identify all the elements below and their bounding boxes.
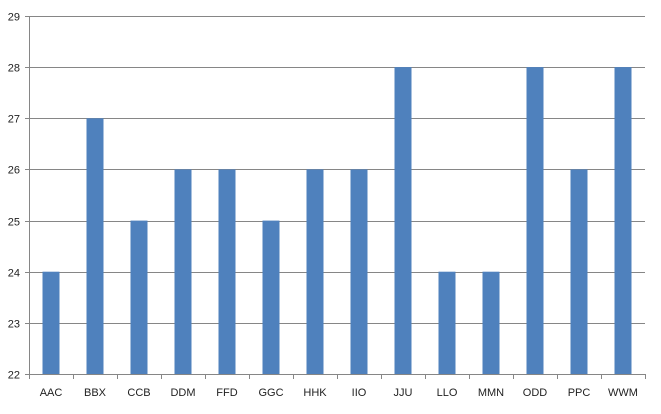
- bar-aac: [42, 271, 60, 374]
- x-tick-label: FFD: [216, 387, 237, 399]
- x-tick-label: GGC: [258, 387, 283, 399]
- x-tick-label: AAC: [40, 387, 63, 399]
- axes: [25, 16, 646, 379]
- x-tick-label: BBX: [84, 387, 107, 399]
- bar-ppc: [570, 169, 588, 374]
- x-tick-label: WWM: [608, 387, 638, 399]
- bar-ggc: [262, 220, 280, 374]
- y-tick-label: 27: [8, 114, 20, 126]
- bar-bbx: [86, 118, 104, 374]
- y-tick-label: 25: [8, 217, 20, 229]
- y-tick-label: 29: [8, 12, 20, 24]
- x-tick-label: CCB: [127, 387, 150, 399]
- x-tick-labels: AAC BBX CCB DDM FFD GGC HHK IIO JJU LLO MMN ODD PPC W…: [40, 387, 638, 399]
- bar-hhk: [306, 169, 324, 374]
- x-tick-label: DDM: [170, 387, 195, 399]
- x-tick-label: ODD: [523, 387, 548, 399]
- bar-wwm: [614, 67, 632, 374]
- y-tick-label: 23: [8, 319, 20, 331]
- bar-ddm: [174, 169, 192, 374]
- bar-ffd: [218, 169, 236, 374]
- y-tick-label: 28: [8, 63, 20, 75]
- x-tick-label: JJU: [394, 387, 413, 399]
- y-tick-label: 22: [8, 370, 20, 382]
- bar-jju: [394, 67, 412, 374]
- x-tick-label: HHK: [303, 387, 327, 399]
- y-tick-label: 24: [8, 268, 20, 280]
- x-tick-label: IIO: [352, 387, 367, 399]
- bar-odd: [526, 67, 544, 374]
- bar-ccb: [130, 220, 148, 374]
- y-tick-labels: 22 23 24 25 26 27 28 29: [8, 12, 20, 382]
- bar-mmn: [482, 271, 500, 374]
- x-tick-label: MMN: [478, 387, 504, 399]
- bar-llo: [438, 271, 456, 374]
- x-tick-label: PPC: [568, 387, 591, 399]
- y-tick-label: 26: [8, 165, 20, 177]
- bar-iio: [350, 169, 368, 374]
- x-tick-label: LLO: [437, 387, 458, 399]
- bars: [42, 67, 632, 374]
- gridlines: [29, 16, 645, 324]
